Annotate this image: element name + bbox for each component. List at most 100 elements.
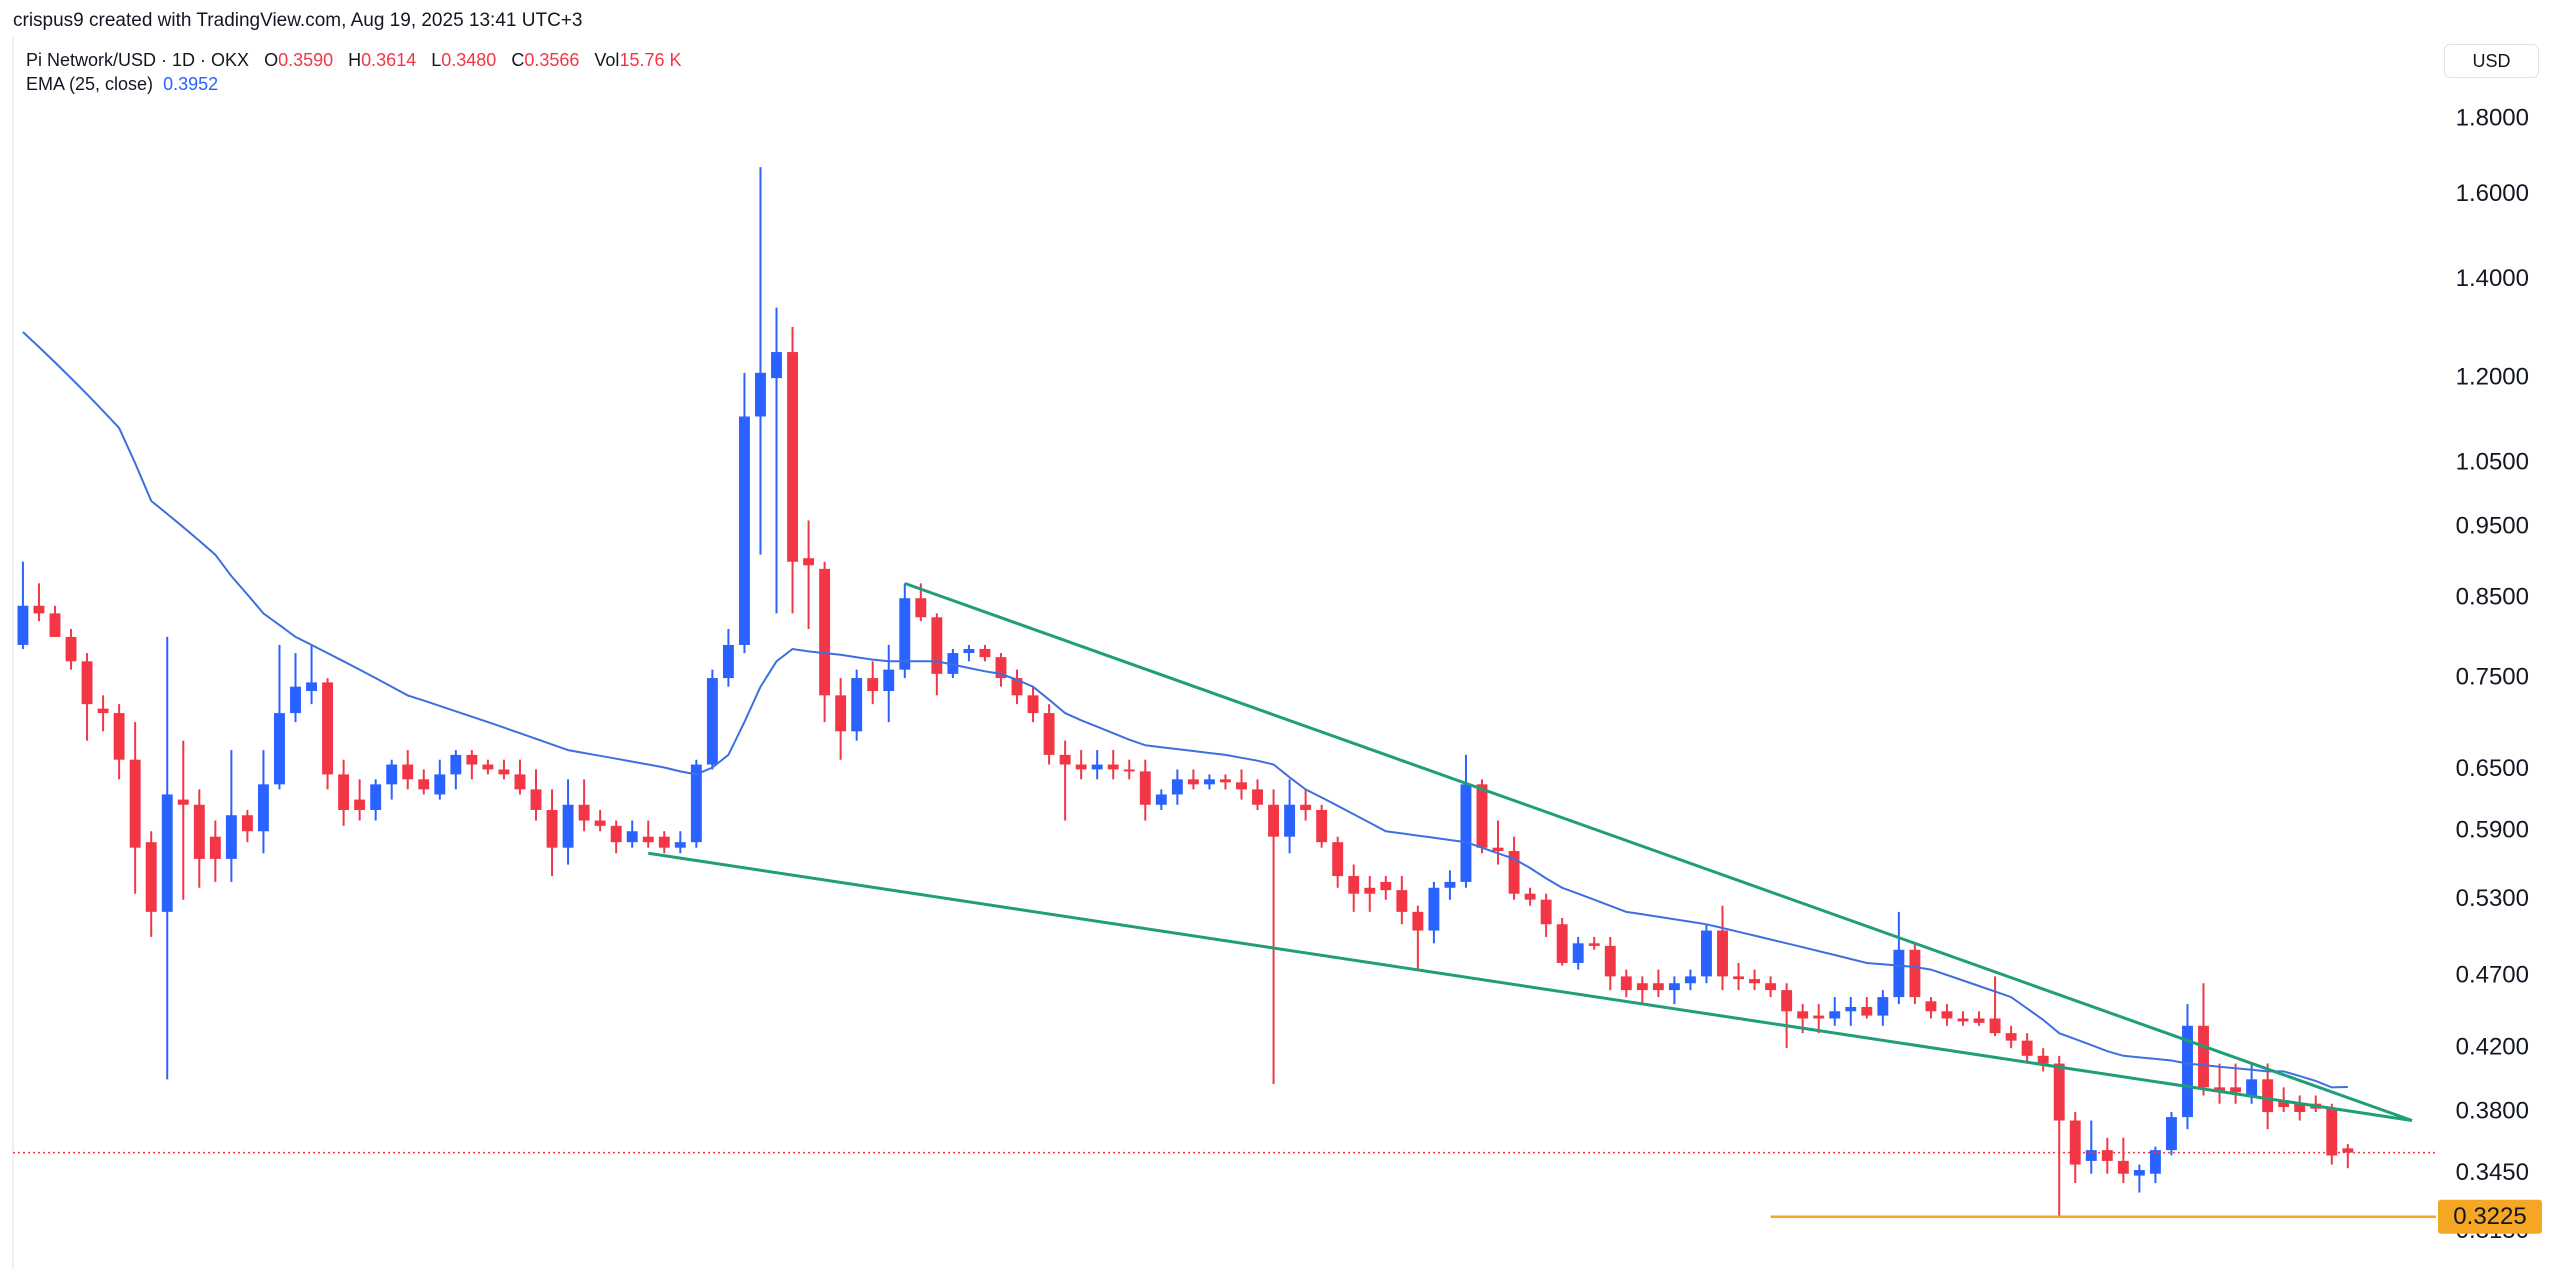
candle-body: [97, 708, 109, 714]
candle-body: [274, 713, 285, 785]
candle-body: [1236, 782, 1247, 790]
y-tick-label: 1.4000: [2456, 265, 2529, 292]
candle-body: [738, 416, 750, 645]
candle-body: [2165, 1117, 2177, 1151]
candle-body: [2149, 1150, 2161, 1174]
candle-body: [1300, 804, 1312, 810]
candle-body: [2230, 1087, 2242, 1093]
level-tag: [2438, 1199, 2542, 1234]
candle-body: [2005, 1033, 2017, 1041]
candle-body: [594, 820, 606, 826]
candle-body: [851, 678, 863, 732]
candle-body: [1941, 1011, 1953, 1019]
candle-body: [2101, 1150, 2113, 1161]
trendline: [648, 851, 2413, 1122]
y-tick-label: 0.5300: [2456, 885, 2529, 912]
candle-body: [1781, 990, 1793, 1012]
candle-body: [1139, 771, 1151, 805]
candle-body: [514, 774, 526, 790]
candle-body: [642, 836, 654, 843]
candle-body: [1604, 945, 1616, 977]
candle-body: [450, 754, 462, 775]
indicator-row: EMA (25, close) 0.3952: [26, 74, 218, 95]
candle-body: [562, 804, 574, 848]
candle-body: [915, 598, 927, 618]
y-tick-label: 1.0500: [2456, 449, 2529, 476]
candle-body: [690, 764, 702, 843]
ohlc-label: O: [264, 50, 279, 70]
candle-body: [1620, 976, 1632, 991]
candle-body: [979, 648, 991, 658]
candle-body: [1556, 924, 1568, 963]
candle-body: [867, 678, 879, 691]
candle-body: [883, 669, 895, 691]
candle-body: [1989, 1018, 2001, 1034]
candle-body: [386, 764, 398, 785]
credit: crispus9 created with TradingView.com, A…: [13, 10, 583, 31]
candle-body: [1220, 779, 1231, 783]
candle-body: [1171, 779, 1183, 795]
indicator-name: EMA (25, close): [26, 74, 154, 94]
candle-body: [2198, 1025, 2209, 1088]
candle-body: [1460, 784, 1472, 882]
candle-body: [2294, 1103, 2306, 1113]
candle-body: [1588, 943, 1600, 946]
candle-body: [787, 352, 798, 562]
candle-body: [1668, 983, 1680, 991]
candle-body: [2069, 1120, 2081, 1165]
y-tick-label: 0.8500: [2456, 584, 2529, 611]
currency-button[interactable]: USD: [2444, 44, 2539, 78]
candle-body: [674, 842, 686, 848]
ema-line: [22, 331, 2348, 1089]
indicator-value: 0.3952: [163, 74, 219, 94]
candle-body: [306, 682, 317, 691]
candle-body: [1412, 911, 1424, 931]
candle-body: [1925, 1001, 1937, 1012]
candle-body: [1364, 887, 1376, 894]
ohlc-label: Vol: [594, 50, 620, 70]
candle-body: [49, 613, 61, 637]
candle-body: [1957, 1018, 1969, 1022]
candle-body: [225, 815, 237, 859]
candle-body: [610, 825, 622, 843]
candle-body: [1348, 876, 1360, 894]
candle-body: [803, 558, 815, 566]
y-tick-label: 0.5900: [2456, 817, 2529, 844]
candle-body: [129, 759, 141, 848]
symbol: Pi Network/USD · 1D · OKX: [26, 50, 250, 70]
candle-body: [1091, 764, 1103, 770]
candle-body: [546, 809, 558, 848]
candle-body: [1733, 976, 1744, 980]
candle-body: [1701, 930, 1712, 977]
y-tick-label: 0.3800: [2456, 1097, 2529, 1124]
candle-body: [931, 617, 943, 674]
candle-body: [1765, 983, 1777, 991]
candle-body: [17, 605, 29, 645]
candle-body: [1316, 809, 1328, 843]
candle-body: [1396, 890, 1408, 912]
ohlc-label: C: [511, 50, 525, 70]
candle-body: [1268, 804, 1280, 837]
y-tick-label: 1.6000: [2456, 180, 2529, 207]
ohlc-label: H: [348, 50, 362, 70]
candle-body: [2053, 1063, 2065, 1121]
candle-body: [1684, 976, 1696, 984]
candle-body: [835, 695, 847, 732]
ohlc-value: 0.3590: [278, 50, 334, 70]
candle-body: [322, 682, 334, 775]
candle-body: [1444, 881, 1456, 888]
y-tick-label: 0.3450: [2456, 1159, 2529, 1186]
candle-body: [2117, 1160, 2129, 1174]
candle-body: [1717, 930, 1728, 977]
candle-body: [1203, 779, 1215, 785]
candle-body: [1027, 695, 1039, 714]
candle-body: [1492, 847, 1504, 852]
ohlc-label: L: [431, 50, 442, 70]
candle-body: [2342, 1148, 2354, 1153]
candle-body: [1508, 851, 1520, 894]
candle-body: [2133, 1170, 2145, 1176]
candle-body: [722, 644, 734, 679]
ohlc-value: 15.76 K: [619, 50, 682, 70]
candle-body: [819, 568, 831, 696]
